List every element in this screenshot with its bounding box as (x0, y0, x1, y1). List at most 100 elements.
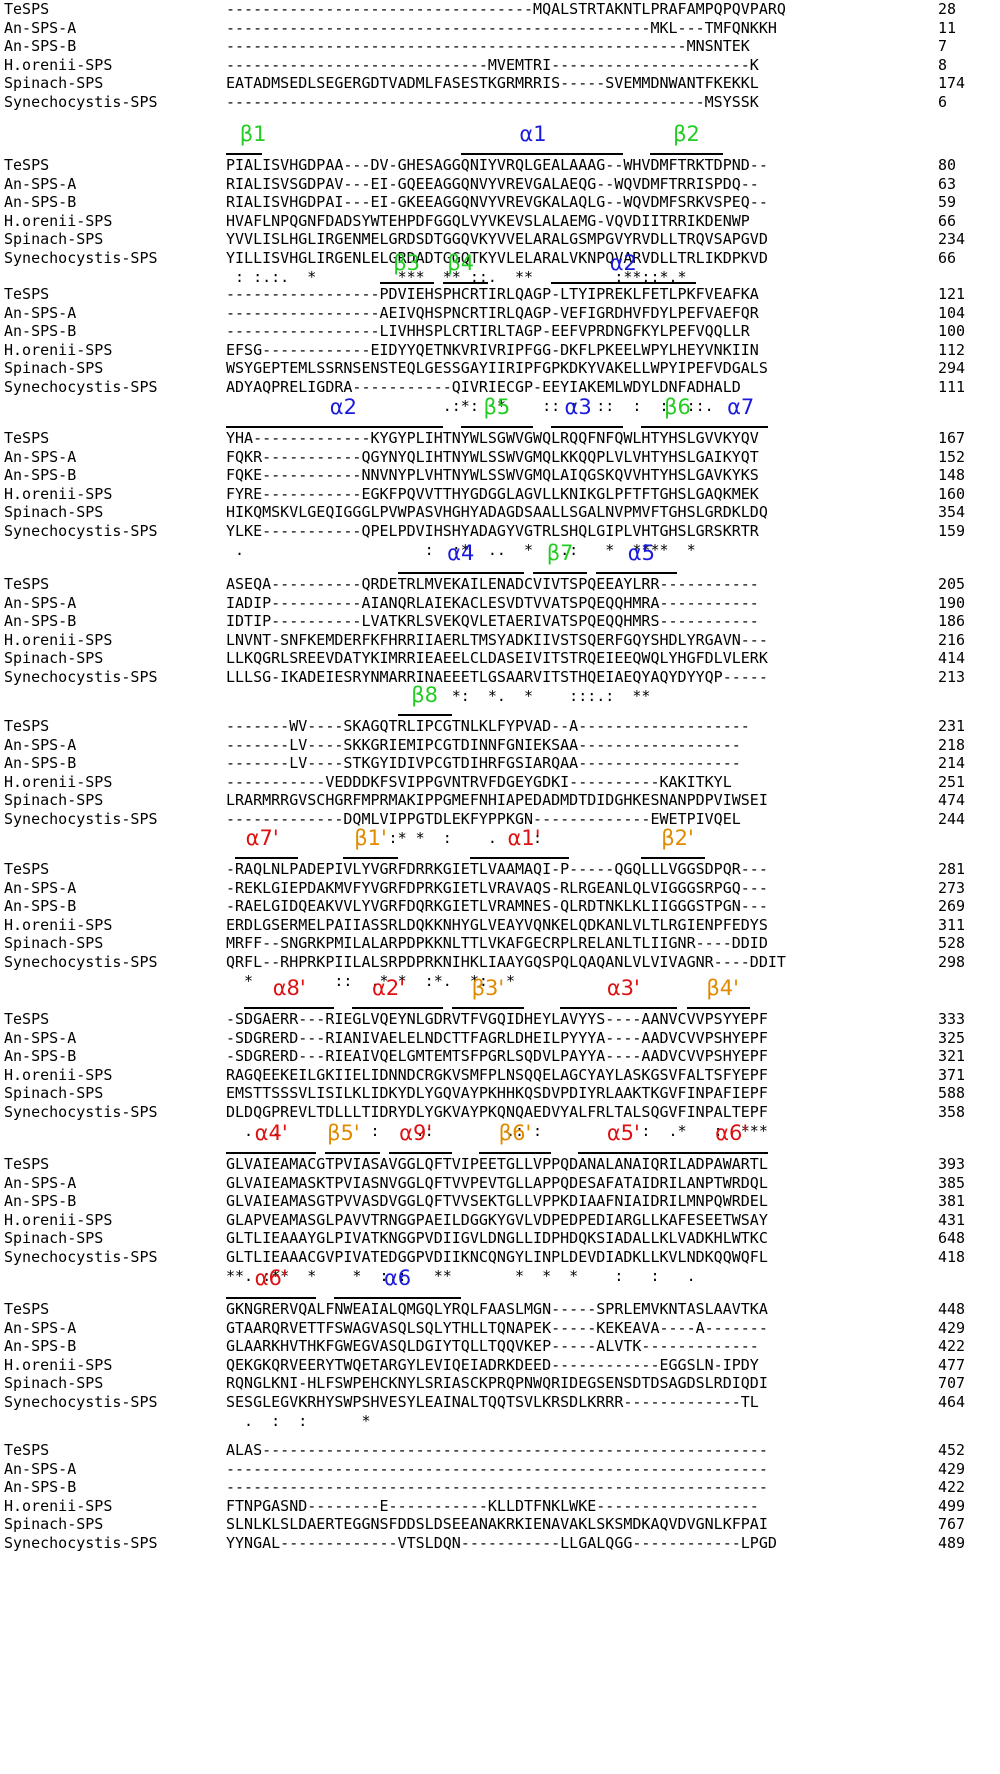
sequence-residues: PIALISVHGDPAA---DV-GHESAGGQNIYVRQLGEALAA… (226, 156, 768, 174)
sequence-name: H.orenii-SPS (4, 484, 113, 503)
sequence-residues: LNVNT-SNFKEMDERFKFHRRIIAERLTMSYADKIIVSTS… (226, 630, 768, 649)
residue-count: 205 (938, 575, 966, 593)
sequence-residues: ADYAQPRELIGDRA-----------QIVRIECGP-EEYIA… (226, 378, 741, 396)
structure-bar (641, 857, 705, 859)
sequence-name: Spinach-SPS (4, 1084, 104, 1103)
sequence-residues: -------WV----SKAGQTRLIPCGTNLKLFYPVAD--A-… (226, 717, 750, 735)
sequence-name: An-SPS-B (4, 466, 77, 485)
sequence-residues: -----------------PDVIEHSPHCRTIRLQAGP-LTY… (226, 285, 759, 303)
sequence-name: An-SPS-A (4, 174, 77, 193)
sequence-residues: -----------------AEIVQHSPNCRTIRLQAGP-VEF… (226, 303, 759, 322)
sequence-residues: ----------------------------------------… (226, 93, 759, 111)
residue-count: 588 (938, 1084, 966, 1103)
sequence-residues: YYNGAL-------------VTSLDQN-----------LLG… (226, 1534, 777, 1552)
residue-count: 8 (938, 55, 948, 74)
sequence-residues: RAGQEEKEILGKIIELIDNNDCRGKVSMFPLNSQQELAGC… (226, 1065, 768, 1084)
sequence-name: H.orenii-SPS (4, 1065, 113, 1084)
sequence-residues: RQNGLKNI-HLFSWPEHCKNYLSRIASCKPRQPNWQRIDE… (226, 1374, 768, 1393)
residue-count: 358 (938, 1103, 966, 1121)
sequence-name: TeSPS (4, 717, 50, 735)
residue-count: 66 (938, 249, 957, 267)
sequence-residues: MRFF--SNGRKPMILALARPDPKKNLTTLVKAFGECRPLR… (226, 934, 768, 953)
sequence-residues: GLAARKHVTHKFGWEGVASQLDGIYTQLLTQQVKEP----… (226, 1337, 759, 1356)
sequence-name: Synechocystis-SPS (4, 1248, 158, 1266)
structure-bar (578, 1152, 687, 1154)
sequence-name: H.orenii-SPS (4, 1210, 113, 1229)
residue-count: 100 (938, 322, 966, 341)
residue-count: 381 (938, 1192, 966, 1211)
sequence-residues: -----------VEDDDKFSVIPPGVNTRVFDGEYGDKI--… (226, 772, 732, 791)
sequence-name: An-SPS-A (4, 593, 77, 612)
structure-label-alpha-prime: α2' (372, 976, 406, 1000)
sequence-name: TeSPS (4, 1010, 50, 1028)
sequence-name: An-SPS-B (4, 897, 77, 916)
residue-count: 214 (938, 754, 966, 773)
sequence-residues: FQKE-----------NNVNYPLVHTNYWLSSWVGMQLAIQ… (226, 466, 759, 485)
sequence-residues: -RAELGIDQEAKVVLYVGRFDQRKGIETLVRAMNES-QLR… (226, 897, 768, 916)
residue-count: 385 (938, 1173, 966, 1192)
structure-label-alpha-prime: α6' (715, 1121, 749, 1145)
conservation-line: . . : .: .: : : .* : *** (226, 1121, 768, 1140)
sequence-name: Synechocystis-SPS (4, 1534, 158, 1552)
sequence-name: Spinach-SPS (4, 1374, 104, 1393)
sequence-residues: -REKLGIEPDAKMVFYVGRFDPRKGIETLVRAVAQS-RLR… (226, 878, 768, 897)
sequence-residues: YVVLISLHGLIRGENMELGRDSDTGGQVKYVVELARALGS… (226, 230, 768, 249)
sequence-name: TeSPS (4, 1300, 50, 1318)
structure-bar (244, 1007, 335, 1009)
structure-bar (713, 426, 768, 428)
residue-count: 325 (938, 1028, 966, 1047)
sequence-residues: EMSTTSSSVLISILKLIDKYDLYGQVAYPKHHKQSDVPDI… (226, 1084, 768, 1103)
sequence-name: Spinach-SPS (4, 74, 104, 93)
residue-count: 167 (938, 429, 966, 447)
sequence-name: An-SPS-A (4, 878, 77, 897)
structure-bar (235, 857, 299, 859)
sequence-residues: IDTIP----------LVATKRLSVEKQVLETAERIVATSP… (226, 612, 759, 631)
sequence-residues: -SDGRERD---RIANIVAELELNDCTTFAGRLDHEILPYY… (226, 1028, 768, 1047)
conservation-line: **. :** * * :.: ** * * * : : . (226, 1266, 696, 1285)
sequence-name: TeSPS (4, 1441, 50, 1459)
sequence-residues: ----------------------------------------… (226, 1459, 768, 1478)
sequence-name: H.orenii-SPS (4, 55, 113, 74)
residue-count: 152 (938, 447, 966, 466)
residue-count: 321 (938, 1047, 966, 1066)
sequence-name: Synechocystis-SPS (4, 668, 158, 686)
structure-bar (397, 572, 524, 574)
residue-count: 298 (938, 953, 966, 971)
structure-bar (641, 426, 714, 428)
residue-count: 186 (938, 612, 966, 631)
sequence-residues: QRFL--RHPRKPIILALSRPDPRKNIHKLIAAYGQSPQLQ… (226, 953, 786, 971)
sequence-name: Synechocystis-SPS (4, 522, 158, 540)
conservation-line: *: *. * :::.: ** (226, 686, 651, 705)
sequence-residues: -RAQLNLPADEPIVLYVGRFDRRKGIETLVAAMAQI-P--… (226, 860, 768, 878)
sequence-name: H.orenii-SPS (4, 1496, 113, 1515)
sequence-name: TeSPS (4, 1155, 50, 1173)
residue-count: 333 (938, 1010, 966, 1028)
conservation-line: . : : * (226, 1411, 371, 1430)
structure-label-beta: β1 (239, 122, 267, 146)
structure-label-alpha-prime: α3' (606, 976, 640, 1000)
structure-bar (478, 1152, 552, 1154)
structure-label-beta-prime: β3' (471, 976, 505, 1000)
structure-bar (334, 1297, 461, 1299)
sequence-name: Spinach-SPS (4, 230, 104, 249)
residue-count: 160 (938, 484, 966, 503)
residue-count: 234 (938, 230, 966, 249)
sequence-name: Synechocystis-SPS (4, 378, 158, 396)
structure-bar (388, 1152, 452, 1154)
residue-count: 452 (938, 1441, 966, 1459)
structure-bar (343, 857, 398, 859)
structure-label-alpha-prime: α6' (254, 1266, 288, 1290)
sequence-name: TeSPS (4, 285, 50, 303)
sequence-name: An-SPS-A (4, 1318, 77, 1337)
structure-label-beta: β3 (393, 251, 420, 275)
sequence-residues: ALAS------------------------------------… (226, 1441, 768, 1459)
structure-label-beta-prime: β2' (661, 826, 694, 850)
sequence-residues: FYRE-----------EGKFPQVVTTHYGDGGLAGVLLKNI… (226, 484, 759, 503)
sequence-name: An-SPS-A (4, 18, 77, 37)
sequence-residues: -------LV----SKKGRIEMIPCGTDINNFGNIEKSAA-… (226, 735, 741, 754)
sequence-residues: ASEQA----------QRDETRLMVEKAILENADCVIVTSP… (226, 575, 759, 593)
structure-bar (379, 282, 434, 284)
residue-count: 174 (938, 74, 966, 93)
sequence-name: Synechocystis-SPS (4, 810, 158, 828)
structure-bar (533, 572, 588, 574)
